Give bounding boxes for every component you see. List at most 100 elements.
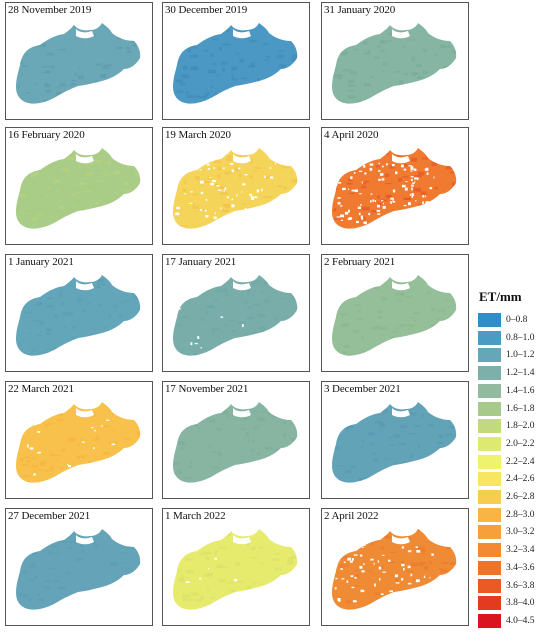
legend-swatch: [478, 490, 501, 504]
map-panel: 4 April 2020: [321, 127, 469, 245]
region-map: [16, 402, 141, 483]
legend-item: 1.6–1.8: [478, 401, 550, 416]
map-panel: 31 January 2020: [321, 2, 469, 120]
panel-date-label: 4 April 2020: [324, 129, 379, 141]
panel-date-label: 1 March 2022: [165, 510, 226, 522]
region-map: [332, 529, 457, 610]
legend-label: 1.0–1.2: [506, 350, 535, 361]
map-panel: 2 April 2022: [321, 508, 469, 626]
legend-swatch: [478, 472, 501, 487]
region-map: [16, 23, 141, 104]
legend-swatch: [478, 419, 501, 434]
legend-label: 3.0–3.2: [506, 527, 535, 538]
legend-swatch: [478, 543, 501, 558]
region-shape: [173, 148, 298, 229]
legend-swatch: [478, 401, 501, 416]
region-shape: [332, 402, 457, 483]
legend-swatch: [478, 348, 501, 363]
region-shape: [173, 275, 298, 356]
legend-item: 1.2–1.4: [478, 366, 550, 381]
map-panel: 27 December 2021: [5, 508, 153, 626]
legend-item: 3.6–3.8: [478, 578, 550, 593]
region-shape: [16, 529, 141, 610]
legend-item: 3.2–3.4: [478, 543, 550, 558]
region-shape: [332, 23, 457, 104]
map-panel: 17 January 2021: [162, 254, 310, 372]
panel-date-label: 2 February 2021: [324, 256, 396, 268]
legend-swatch: [478, 313, 501, 327]
region-map: [173, 148, 298, 229]
map-panel: 1 January 2021: [5, 254, 153, 372]
legend-title: ET/mm: [479, 289, 522, 304]
legend-label: 1.2–1.4: [506, 368, 535, 379]
legend-item: 2.6–2.8: [478, 490, 550, 504]
legend-item: 3.0–3.2: [478, 525, 550, 540]
region-map: [16, 529, 141, 610]
legend-swatch: [478, 383, 501, 398]
legend-item: 2.8–3.0: [478, 507, 550, 522]
region-map: [16, 148, 141, 229]
legend-item: 2.2–2.4: [478, 454, 550, 469]
legend-label: 4.0–4.5: [506, 615, 535, 626]
legend-swatch: [478, 596, 501, 611]
legend-swatch: [478, 454, 501, 469]
legend-label: 3.6–3.8: [506, 580, 535, 591]
region-shape: [173, 23, 298, 104]
map-panel: 22 March 2021: [5, 381, 153, 499]
map-panel: 3 December 2021: [321, 381, 469, 499]
panel-date-label: 28 November 2019: [8, 4, 92, 16]
legend-label: 2.6–2.8: [506, 492, 535, 502]
map-panel: 19 March 2020: [162, 127, 310, 245]
panel-date-label: 17 January 2021: [165, 256, 237, 268]
region-map: [332, 23, 457, 104]
legend-label: 2.2–2.4: [506, 456, 535, 467]
map-panel: 2 February 2021: [321, 254, 469, 372]
legend-swatch: [478, 436, 501, 451]
map-panel: 17 November 2021: [162, 381, 310, 499]
panel-date-label: 2 April 2022: [324, 510, 379, 522]
region-shape: [16, 148, 141, 229]
legend-label: 1.4–1.6: [506, 385, 535, 396]
legend-label: 3.4–3.6: [506, 562, 535, 573]
legend-item: 1.0–1.2: [478, 348, 550, 363]
legend-label: 1.6–1.8: [506, 403, 535, 414]
panel-date-label: 31 January 2020: [324, 4, 396, 16]
region-map: [173, 23, 298, 104]
legend-label: 0–0.8: [506, 315, 528, 325]
legend-item: 2.0–2.2: [478, 436, 550, 451]
region-map: [332, 148, 457, 229]
panel-date-label: 30 December 2019: [165, 4, 248, 16]
region-shape: [173, 529, 298, 610]
legend-item: 3.8–4.0: [478, 596, 550, 611]
region-shape: [332, 275, 457, 356]
legend-label: 2.8–3.0: [506, 509, 535, 520]
region-map: [173, 402, 298, 483]
panel-date-label: 27 December 2021: [8, 510, 91, 522]
legend-item: 1.8–2.0: [478, 419, 550, 434]
legend-swatch: [478, 560, 501, 575]
legend-item: 2.4–2.6: [478, 472, 550, 487]
legend-swatch: [478, 330, 501, 345]
map-panel: 30 December 2019: [162, 2, 310, 120]
map-panel: 16 February 2020: [5, 127, 153, 245]
region-shape: [16, 402, 141, 483]
legend-label: 2.4–2.6: [506, 474, 535, 485]
legend-label: 3.8–4.0: [506, 598, 535, 609]
region-map: [16, 275, 141, 356]
legend-swatch: [478, 507, 501, 522]
panel-date-label: 1 January 2021: [8, 256, 74, 268]
legend-label: 1.8–2.0: [506, 421, 535, 432]
legend-label: 0.8–1.0: [506, 332, 535, 343]
map-panel: 28 November 2019: [5, 2, 153, 120]
panel-date-label: 16 February 2020: [8, 129, 85, 141]
legend-item: 0.8–1.0: [478, 330, 550, 345]
region-shape: [173, 402, 298, 483]
panel-date-label: 17 November 2021: [165, 383, 249, 395]
region-map: [173, 529, 298, 610]
region-shape: [16, 275, 141, 356]
region-map: [173, 275, 298, 356]
legend-item: 0–0.8: [478, 313, 550, 327]
panel-date-label: 3 December 2021: [324, 383, 401, 395]
legend-item: 3.4–3.6: [478, 560, 550, 575]
legend-label: 2.0–2.2: [506, 438, 535, 449]
